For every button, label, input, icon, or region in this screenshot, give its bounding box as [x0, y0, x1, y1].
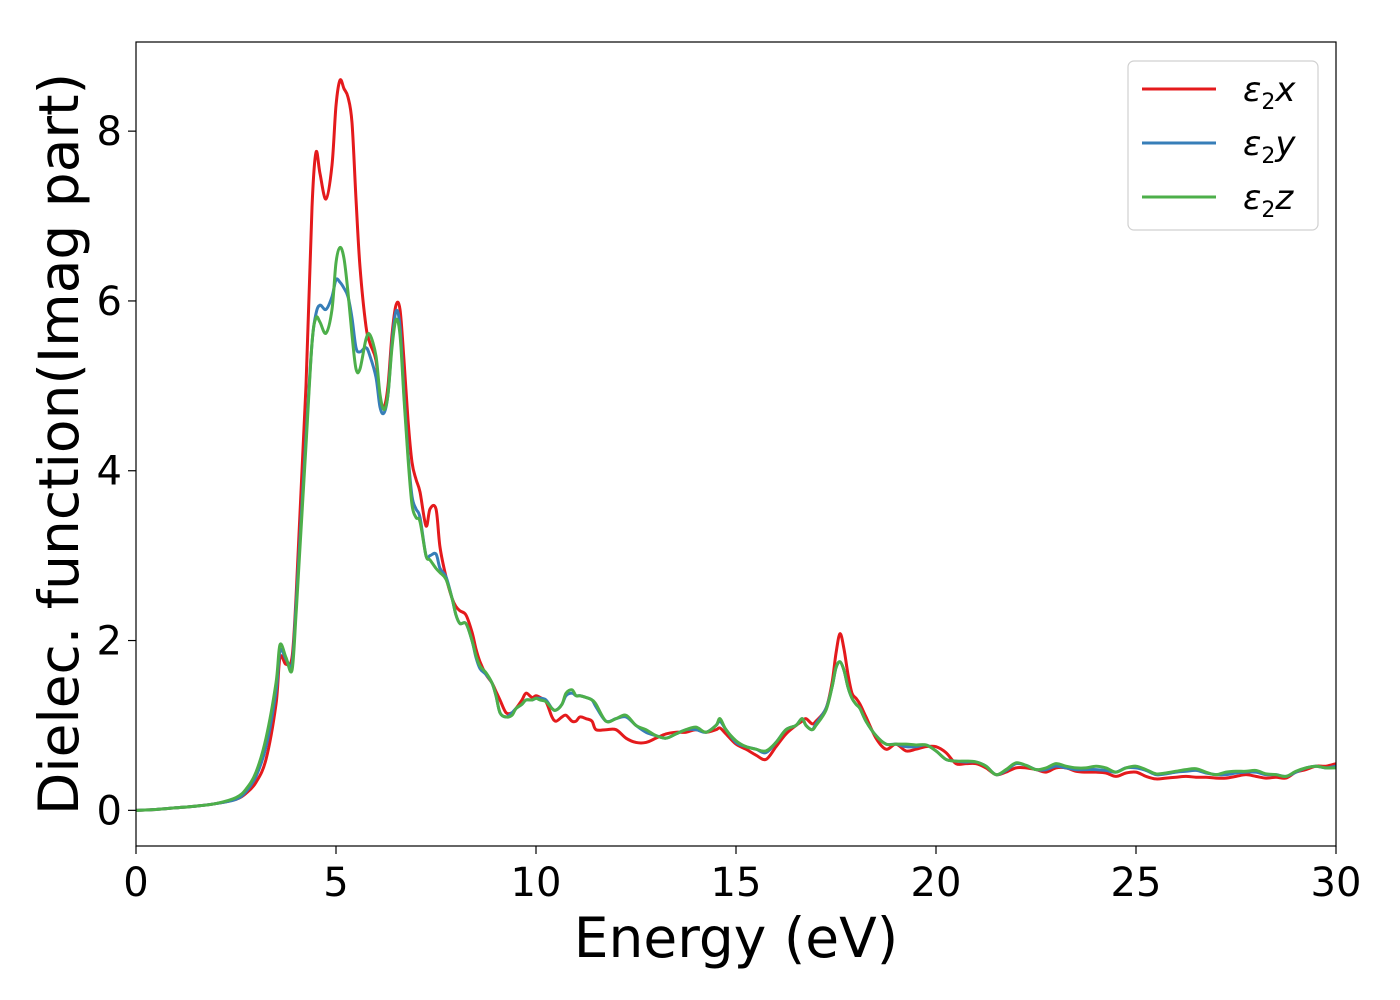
- x-tick-label: 30: [1311, 860, 1362, 906]
- x-tick-label: 5: [323, 860, 348, 906]
- x-tick-label: 0: [123, 860, 148, 906]
- series-layer: [135, 78, 1337, 812]
- y-tick-label: 0: [97, 788, 122, 834]
- y-tick-label: 4: [97, 449, 122, 495]
- x-axis: 0 5 10 15 20 25 30: [123, 846, 1361, 906]
- y-axis: 0 2 4 6 8: [97, 109, 136, 834]
- x-tick-label: 15: [711, 860, 762, 906]
- series-line-1: [135, 277, 1337, 812]
- legend-box: [1127, 60, 1319, 231]
- series-line-2: [135, 245, 1337, 812]
- y-axis-title: Dielec. function(Imag part): [27, 73, 91, 815]
- y-tick-label: 6: [97, 279, 122, 325]
- x-tick-label: 10: [511, 860, 562, 906]
- x-tick-label: 25: [1111, 860, 1162, 906]
- legend-label: ε2z: [1243, 178, 1294, 223]
- x-tick-label: 20: [911, 860, 962, 906]
- y-tick-label: 2: [97, 619, 122, 665]
- x-axis-title: Energy (eV): [574, 906, 898, 970]
- y-tick-label: 8: [97, 109, 122, 155]
